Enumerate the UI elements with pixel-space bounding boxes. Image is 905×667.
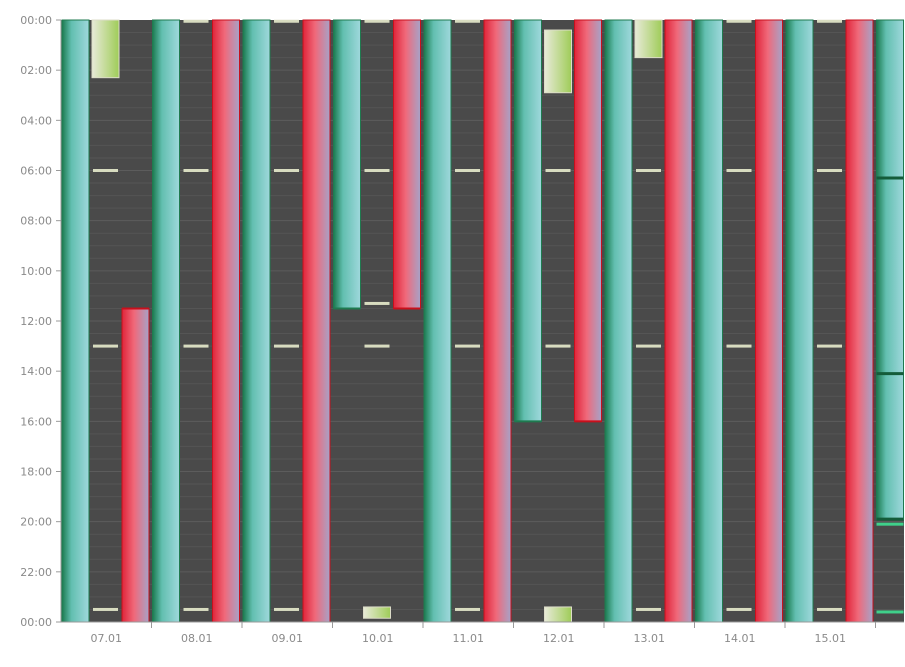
- y-tick-label: 12:00: [20, 315, 52, 328]
- marker-line: [726, 19, 752, 23]
- red-bar: [483, 19, 512, 623]
- marker-line: [817, 344, 842, 348]
- y-tick-label: 14:00: [20, 365, 52, 378]
- y-tick-label: 00:00: [20, 14, 52, 27]
- bars-layer: [61, 19, 904, 623]
- red-bar: [845, 19, 874, 623]
- y-tick-label: 18:00: [20, 466, 52, 479]
- teal-bar-partial: [876, 19, 904, 179]
- marker-line: [93, 344, 118, 348]
- red-bar: [574, 19, 602, 422]
- marker-line: [817, 169, 842, 172]
- marker-line: [636, 344, 661, 348]
- marker-line: [364, 19, 390, 23]
- marker-line: [274, 19, 299, 23]
- partial-green-line: [876, 522, 904, 526]
- green-block: [544, 29, 572, 94]
- marker-line: [545, 344, 571, 348]
- x-tick-label: 15.01: [815, 632, 847, 645]
- y-tick-label: 20:00: [20, 516, 52, 529]
- marker-line: [183, 344, 209, 348]
- red-bar: [393, 19, 421, 309]
- teal-bar: [514, 19, 542, 422]
- teal-bar-partial: [876, 373, 904, 520]
- green-block: [91, 19, 120, 79]
- marker-line: [274, 169, 299, 172]
- marker-line: [364, 301, 390, 305]
- marker-line: [817, 19, 842, 23]
- teal-bar: [242, 19, 271, 623]
- marker-line: [364, 344, 390, 348]
- marker-line: [455, 344, 480, 348]
- y-tick-label: 16:00: [20, 415, 52, 428]
- marker-line: [455, 607, 480, 611]
- marker-line: [93, 169, 118, 172]
- marker-line: [364, 169, 390, 172]
- y-tick-label: 06:00: [20, 165, 52, 178]
- x-tick-label: 11.01: [453, 632, 485, 645]
- red-bar: [212, 19, 240, 623]
- marker-line: [817, 607, 842, 611]
- x-tick-label: 08.01: [181, 632, 213, 645]
- teal-bar: [423, 19, 452, 623]
- red-bar: [755, 19, 783, 623]
- marker-line: [183, 19, 209, 23]
- marker-line: [455, 169, 480, 172]
- x-tick-label: 07.01: [91, 632, 123, 645]
- x-tick-label: 09.01: [272, 632, 304, 645]
- marker-line: [726, 169, 752, 172]
- y-tick-label: 04:00: [20, 114, 52, 127]
- marker-line: [93, 607, 118, 611]
- marker-line: [636, 607, 661, 611]
- y-tick-label: 02:00: [20, 64, 52, 77]
- partial-green-line: [876, 610, 904, 614]
- y-tick-label: 10:00: [20, 265, 52, 278]
- green-block: [363, 606, 391, 619]
- y-tick-label: 22:00: [20, 566, 52, 579]
- red-bar: [121, 307, 150, 623]
- y-axis: 00:00 02:00 04:00 06:00 08:00 10:00 12:00 14:00…: [20, 14, 62, 629]
- green-block: [634, 19, 663, 59]
- marker-line: [455, 19, 480, 23]
- marker-line: [183, 169, 209, 172]
- marker-line: [274, 344, 299, 348]
- x-tick-label: 12.01: [543, 632, 575, 645]
- teal-bar: [604, 19, 633, 623]
- marker-line: [274, 607, 299, 611]
- teal-bar: [61, 19, 90, 623]
- y-tick-label: 08:00: [20, 215, 52, 228]
- y-tick-label: 00:00: [20, 616, 52, 629]
- green-block: [544, 606, 572, 623]
- marker-line: [726, 607, 752, 611]
- red-bar: [664, 19, 693, 623]
- marker-line: [183, 607, 209, 611]
- x-tick-label: 10.01: [362, 632, 394, 645]
- teal-bar: [152, 19, 180, 623]
- teal-bar-partial: [876, 177, 904, 375]
- x-tick-label: 13.01: [634, 632, 666, 645]
- marker-line: [636, 169, 661, 172]
- x-axis: 07.01 08.01 09.01 10.01 11.01 12.01 13.01 14.01…: [61, 621, 904, 645]
- marker-line: [726, 344, 752, 348]
- x-tick-label: 14.01: [724, 632, 756, 645]
- teal-bar: [695, 19, 723, 623]
- red-bar: [302, 19, 331, 623]
- marker-line: [545, 169, 571, 172]
- teal-bar: [785, 19, 814, 623]
- teal-bar: [333, 19, 361, 309]
